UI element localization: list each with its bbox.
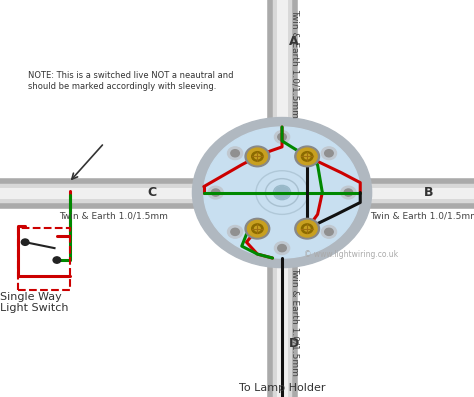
Circle shape bbox=[208, 186, 223, 199]
Text: Twin & Earth 1.0/1.5mm: Twin & Earth 1.0/1.5mm bbox=[370, 212, 474, 221]
Circle shape bbox=[252, 224, 263, 233]
Text: To Lamp Holder: To Lamp Holder bbox=[239, 383, 325, 393]
Circle shape bbox=[274, 131, 290, 143]
Circle shape bbox=[275, 187, 289, 198]
Circle shape bbox=[255, 154, 260, 159]
Circle shape bbox=[252, 152, 263, 161]
Circle shape bbox=[231, 228, 239, 235]
Text: Twin & Earth 1.0/1.5mm: Twin & Earth 1.0/1.5mm bbox=[59, 212, 168, 221]
Text: © www.lightwiring.co.uk: © www.lightwiring.co.uk bbox=[304, 250, 398, 258]
Circle shape bbox=[321, 225, 337, 238]
Circle shape bbox=[295, 218, 319, 239]
Circle shape bbox=[247, 148, 267, 165]
Circle shape bbox=[192, 118, 372, 268]
Circle shape bbox=[245, 146, 270, 167]
Text: Twin & Earth 1.0/1.5mm: Twin & Earth 1.0/1.5mm bbox=[291, 9, 299, 118]
Text: C: C bbox=[147, 186, 156, 199]
Circle shape bbox=[53, 257, 61, 263]
Circle shape bbox=[228, 225, 243, 238]
Text: D: D bbox=[289, 337, 299, 350]
Circle shape bbox=[301, 152, 313, 161]
Text: B: B bbox=[424, 186, 434, 199]
Circle shape bbox=[304, 154, 310, 159]
Circle shape bbox=[297, 220, 317, 237]
Circle shape bbox=[304, 226, 310, 231]
Circle shape bbox=[247, 220, 267, 237]
Circle shape bbox=[21, 239, 29, 245]
Circle shape bbox=[211, 189, 220, 196]
Circle shape bbox=[231, 150, 239, 157]
Text: Twin & Earth 1.0/1.5mm: Twin & Earth 1.0/1.5mm bbox=[291, 267, 299, 376]
Circle shape bbox=[297, 148, 317, 165]
Circle shape bbox=[321, 147, 337, 160]
Text: NOTE: This is a switched live NOT a neautral and
should be marked accordingly wi: NOTE: This is a switched live NOT a neau… bbox=[28, 71, 234, 91]
Circle shape bbox=[341, 186, 356, 199]
Circle shape bbox=[255, 226, 260, 231]
Circle shape bbox=[325, 150, 333, 157]
Circle shape bbox=[278, 133, 286, 141]
Circle shape bbox=[228, 147, 243, 160]
Text: Single Way
Light Switch: Single Way Light Switch bbox=[0, 292, 69, 313]
Circle shape bbox=[301, 224, 313, 233]
Circle shape bbox=[278, 245, 286, 252]
Circle shape bbox=[245, 218, 270, 239]
Circle shape bbox=[274, 242, 290, 254]
Text: A: A bbox=[289, 35, 299, 48]
Circle shape bbox=[325, 228, 333, 235]
Bar bbox=[18, 228, 70, 290]
Circle shape bbox=[295, 146, 319, 167]
Circle shape bbox=[344, 189, 353, 196]
Circle shape bbox=[204, 127, 360, 258]
